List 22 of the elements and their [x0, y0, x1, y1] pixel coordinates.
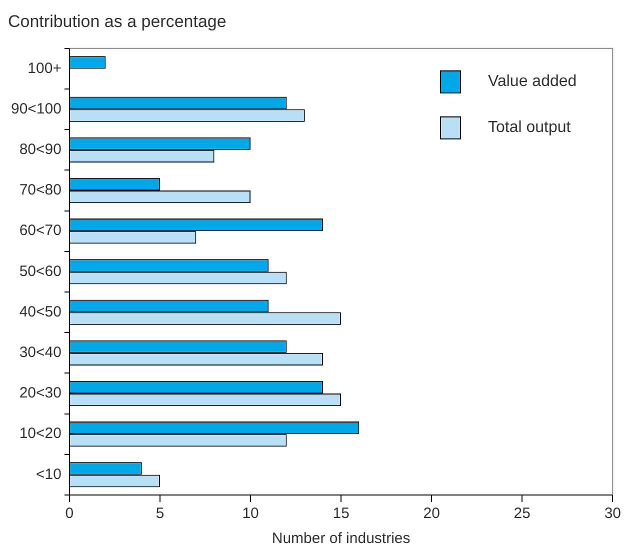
y-tick-label: 70<80 [19, 182, 62, 199]
x-axis-title: Number of industries [272, 530, 410, 548]
x-tick-label: 5 [156, 505, 164, 522]
legend-label: Total output [488, 118, 572, 136]
x-tick-label: 20 [423, 505, 440, 522]
y-tick-label: 90<100 [10, 100, 62, 118]
y-tick-label: 80<90 [19, 141, 62, 158]
y-tick-label: 40<50 [19, 303, 62, 320]
x-tick-label: 15 [332, 505, 350, 522]
y-tick-label: 20<30 [19, 384, 62, 402]
y-tick-label: 100+ [28, 60, 62, 77]
x-tick-label: 25 [514, 505, 530, 522]
legend-label: Value added [488, 72, 577, 90]
y-tick-label: 60<70 [19, 222, 62, 240]
y-tick-label: 10<20 [19, 425, 62, 442]
chart-title: Contribution as a percentage [8, 12, 226, 31]
y-tick-label: 50<60 [19, 262, 62, 280]
y-tick-label: 30<40 [19, 344, 62, 362]
x-tick-label: 30 [604, 505, 621, 522]
y-tick-label: <10 [36, 466, 62, 483]
x-tick-label: 10 [242, 505, 259, 522]
x-tick-label: 0 [65, 505, 74, 522]
